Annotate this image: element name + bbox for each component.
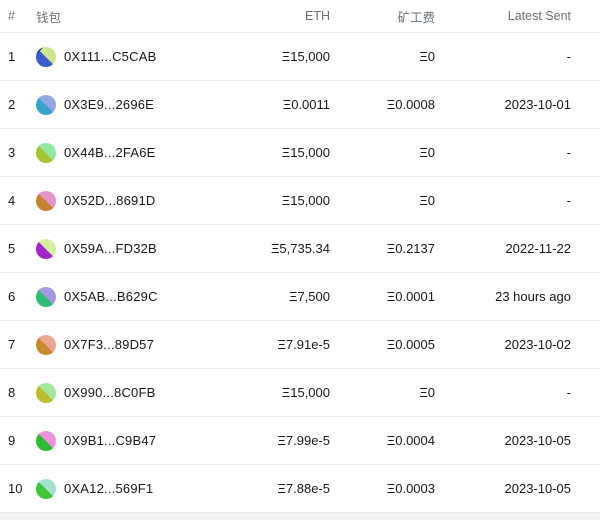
eth-value: Ξ15,000 — [281, 193, 330, 208]
eth-value: Ξ0.0011 — [282, 97, 330, 112]
wallet-avatar — [36, 238, 56, 259]
bottom-strip — [0, 513, 600, 520]
latest-sent-value: 2023-10-02 — [504, 337, 572, 352]
wallet-avatar — [36, 430, 56, 451]
wallet-avatar — [36, 334, 56, 355]
eth-value: Ξ15,000 — [281, 145, 330, 160]
fee-value: Ξ0 — [419, 385, 435, 400]
table-row[interactable]: 2 0X3E9...2696E Ξ0.0011 Ξ0.0008 2023-10-… — [0, 81, 600, 129]
table-row[interactable]: 1 0X111...C5CAB Ξ15,000 Ξ0 - — [0, 33, 600, 81]
wallet-address: 0X9B1...C9B47 — [64, 433, 157, 448]
row-index: 3 — [8, 145, 16, 160]
wallet-address: 0X59A...FD32B — [64, 241, 157, 256]
wallet-address: 0X5AB...B629C — [64, 289, 158, 304]
table-row[interactable]: 5 0X59A...FD32B Ξ5,735.34 Ξ0.2137 2022-1… — [0, 225, 600, 273]
fee-value: Ξ0.0008 — [386, 97, 435, 112]
header-wallet: 钱包 — [36, 10, 62, 25]
latest-sent-value: 2022-11-22 — [505, 241, 571, 256]
wallet-cell[interactable]: 0X3E9...2696E — [36, 94, 250, 115]
wallet-cell[interactable]: 0X9B1...C9B47 — [36, 430, 250, 451]
table-header: # 钱包 ETH 矿工费 Latest Sent — [0, 0, 600, 33]
row-index: 10 — [8, 481, 23, 496]
table-row[interactable]: 3 0X44B...2FA6E Ξ15,000 Ξ0 - — [0, 129, 600, 177]
row-index: 2 — [8, 97, 16, 112]
row-index: 9 — [8, 433, 16, 448]
fee-value: Ξ0.0005 — [386, 337, 435, 352]
wallet-address: 0X44B...2FA6E — [64, 145, 156, 160]
latest-sent-value: 2023-10-05 — [504, 481, 572, 496]
wallet-cell[interactable]: 0X44B...2FA6E — [36, 142, 250, 163]
wallet-avatar — [36, 46, 56, 67]
fee-value: Ξ0.0004 — [386, 433, 435, 448]
row-index: 7 — [8, 337, 16, 352]
fee-value: Ξ0.2137 — [386, 241, 435, 256]
wallet-address: 0X3E9...2696E — [64, 97, 155, 112]
row-index: 6 — [8, 289, 16, 304]
table-row[interactable]: 7 0X7F3...89D57 Ξ7.91e-5 Ξ0.0005 2023-10… — [0, 321, 600, 369]
latest-sent-value: - — [566, 145, 571, 160]
row-index: 4 — [8, 193, 16, 208]
table-row[interactable]: 10 0XA12...569F1 Ξ7.88e-5 Ξ0.0003 2023-1… — [0, 465, 600, 513]
eth-value: Ξ7,500 — [289, 289, 330, 304]
eth-value: Ξ5,735.34 — [270, 241, 330, 256]
wallet-address: 0X990...8C0FB — [64, 385, 156, 400]
latest-sent-value: 23 hours ago — [495, 289, 571, 304]
wallet-avatar — [36, 94, 56, 115]
row-index: 8 — [8, 385, 16, 400]
table-row[interactable]: 8 0X990...8C0FB Ξ15,000 Ξ0 - — [0, 369, 600, 417]
fee-value: Ξ0 — [419, 193, 435, 208]
latest-sent-value: 2023-10-01 — [504, 97, 572, 112]
wallet-cell[interactable]: 0X990...8C0FB — [36, 382, 250, 403]
row-index: 1 — [8, 49, 16, 64]
header-fee: 矿工费 — [397, 10, 435, 25]
table-row[interactable]: 6 0X5AB...B629C Ξ7,500 Ξ0.0001 23 hours … — [0, 273, 600, 321]
wallet-avatar — [36, 190, 56, 211]
wallet-address: 0X7F3...89D57 — [64, 337, 155, 352]
wallet-avatar — [36, 478, 56, 499]
wallet-cell[interactable]: 0X59A...FD32B — [36, 238, 250, 259]
latest-sent-value: - — [566, 193, 571, 208]
wallet-cell[interactable]: 0X111...C5CAB — [36, 46, 250, 67]
latest-sent-value: 2023-10-05 — [504, 433, 572, 448]
eth-value: Ξ15,000 — [281, 49, 330, 64]
fee-value: Ξ0 — [419, 145, 435, 160]
latest-sent-value: - — [566, 49, 571, 64]
fee-value: Ξ0 — [419, 49, 435, 64]
eth-value: Ξ7.91e-5 — [277, 337, 330, 352]
wallet-avatar — [36, 382, 56, 403]
wallet-cell[interactable]: 0X52D...8691D — [36, 190, 250, 211]
wallet-cell[interactable]: 0X7F3...89D57 — [36, 334, 250, 355]
wallet-address: 0X52D...8691D — [64, 193, 156, 208]
table-row[interactable]: 9 0X9B1...C9B47 Ξ7.99e-5 Ξ0.0004 2023-10… — [0, 417, 600, 465]
row-index: 5 — [8, 241, 16, 256]
eth-value: Ξ7.88e-5 — [277, 481, 330, 496]
wallet-cell[interactable]: 0XA12...569F1 — [36, 478, 250, 499]
fee-value: Ξ0.0003 — [386, 481, 435, 496]
eth-value: Ξ7.99e-5 — [277, 433, 330, 448]
wallet-avatar — [36, 286, 56, 307]
table-row[interactable]: 4 0X52D...8691D Ξ15,000 Ξ0 - — [0, 177, 600, 225]
eth-value: Ξ15,000 — [281, 385, 330, 400]
latest-sent-value: - — [566, 385, 571, 400]
wallet-avatar — [36, 142, 56, 163]
wallet-address: 0X111...C5CAB — [64, 49, 157, 64]
wallet-cell[interactable]: 0X5AB...B629C — [36, 286, 250, 307]
header-index: # — [8, 9, 15, 23]
wallet-address: 0XA12...569F1 — [64, 481, 154, 496]
header-latest-sent: Latest Sent — [507, 9, 571, 23]
table-body: 1 0X111...C5CAB Ξ15,000 Ξ0 - 2 0X3E9...2… — [0, 33, 600, 513]
header-eth: ETH — [305, 9, 330, 23]
fee-value: Ξ0.0001 — [386, 289, 435, 304]
